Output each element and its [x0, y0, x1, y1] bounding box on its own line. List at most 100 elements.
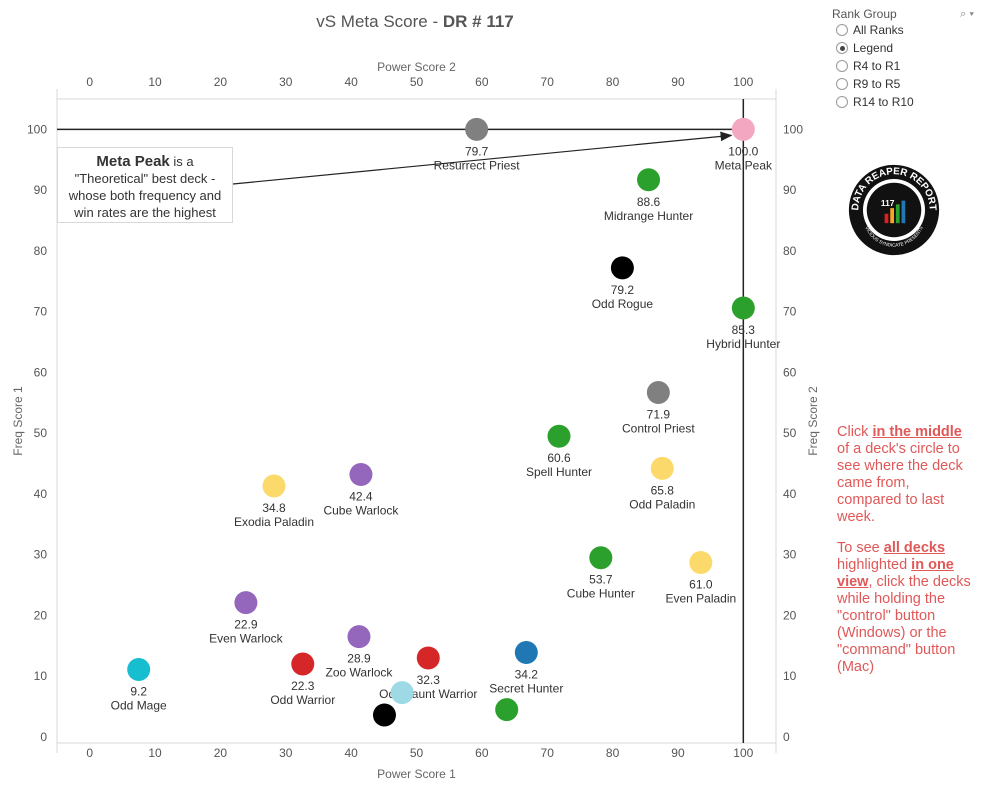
rank-option-4[interactable]: R14 to R10 [836, 93, 981, 111]
x2-tick-label: 100 [733, 75, 753, 89]
help-p2-d: in one view [837, 557, 954, 590]
deck-point[interactable] [731, 117, 755, 141]
deck-score-label: 34.8 [262, 501, 286, 515]
x2-tick-label: 20 [214, 75, 228, 89]
deck-name-label: Control Priest [622, 421, 695, 435]
y2-tick-label: 60 [783, 365, 797, 379]
y2-tick-label: 30 [783, 548, 797, 562]
y-tick-label: 10 [34, 669, 48, 683]
y-axis-title: Freq Score 1 [11, 386, 25, 456]
y-tick-label: 30 [34, 548, 48, 562]
rank-option-2[interactable]: R4 to R1 [836, 57, 981, 75]
deck-point[interactable] [637, 168, 661, 192]
annotation-text3: whose both frequency and [68, 188, 222, 203]
deck-score-label: 60.6 [547, 451, 571, 465]
rank-group-label: Rank Group [832, 7, 897, 21]
deck-score-label: 71.9 [647, 407, 671, 421]
deck-point[interactable] [495, 698, 519, 722]
rank-option-label: R9 to R5 [853, 77, 901, 91]
deck-point[interactable] [646, 380, 670, 404]
deck-score-label: 65.8 [651, 483, 675, 497]
y2-tick-label: 100 [783, 122, 803, 136]
rank-option-label: R4 to R1 [853, 59, 901, 73]
deck-name-label: Secret Hunter [489, 681, 563, 695]
rank-option-1[interactable]: Legend [836, 39, 981, 57]
help-p2-e: , click the decks while holding the "con… [837, 574, 971, 675]
x-tick-label: 30 [279, 746, 293, 760]
deck-point[interactable] [291, 652, 315, 676]
deck-point[interactable] [465, 117, 489, 141]
deck-point[interactable] [650, 456, 674, 480]
x-tick-label: 60 [475, 746, 489, 760]
deck-point[interactable] [127, 657, 151, 681]
x-tick-label: 10 [148, 746, 162, 760]
x-axis-title: Power Score 1 [377, 767, 456, 781]
deck-name-label: Odd Paladin [629, 497, 695, 511]
deck-name-label: Even Paladin [665, 592, 736, 606]
help-p1-b: in the middle [872, 424, 962, 440]
deck-name-label: Cube Warlock [323, 503, 399, 517]
deck-score-label: 34.2 [515, 667, 539, 681]
deck-point[interactable] [234, 591, 258, 615]
x-tick-label: 80 [606, 746, 620, 760]
radio-icon[interactable] [836, 78, 848, 90]
deck-point[interactable] [610, 256, 634, 280]
deck-point[interactable] [390, 681, 414, 705]
help-text: Click in the middle of a deck's circle t… [837, 424, 977, 690]
annotation-text4: win rates are the highest [74, 205, 216, 220]
y-tick-label: 50 [34, 426, 48, 440]
x2-tick-label: 90 [671, 75, 685, 89]
deck-point[interactable] [689, 551, 713, 575]
radio-icon[interactable] [836, 60, 848, 72]
meta-peak-annotation: Meta Peak is a "Theoretical" best deck -… [57, 147, 233, 223]
deck-score-label: 53.7 [589, 573, 613, 587]
deck-name-label: Even Warlock [209, 632, 284, 646]
deck-point[interactable] [589, 546, 613, 570]
x2-axis-title: Power Score 2 [377, 60, 456, 74]
radio-icon[interactable] [836, 24, 848, 36]
rank-option-label: Legend [853, 41, 894, 55]
y-tick-label: 70 [34, 305, 48, 319]
x-tick-label: 0 [86, 746, 93, 760]
deck-point[interactable] [347, 625, 371, 649]
help-p1-a: Click [837, 424, 873, 440]
rank-option-0[interactable]: All Ranks [836, 21, 981, 39]
y2-tick-label: 0 [783, 730, 790, 744]
deck-point[interactable] [547, 424, 571, 448]
rank-option-3[interactable]: R9 to R5 [836, 75, 981, 93]
chart-title-sub: DR # 117 [442, 12, 514, 31]
deck-name-label: Odd Rogue [592, 297, 654, 311]
deck-name-label: Zoo Warlock [326, 666, 394, 680]
deck-name-label: Midrange Hunter [604, 209, 693, 223]
deck-name-label: Resurrect Priest [434, 158, 521, 172]
help-p2-b: all decks [883, 540, 946, 556]
rank-option-label: R14 to R10 [853, 95, 914, 109]
deck-point[interactable] [514, 640, 538, 664]
search-dropdown-icon[interactable]: ⌕ ▾ [960, 7, 974, 20]
y2-tick-label: 40 [783, 487, 797, 501]
x2-tick-label: 70 [541, 75, 555, 89]
help-p2-c: highlighted [837, 557, 912, 573]
y2-tick-label: 10 [783, 669, 797, 683]
x-tick-label: 70 [541, 746, 555, 760]
y2-tick-label: 20 [783, 608, 797, 622]
deck-point[interactable] [416, 646, 440, 670]
deck-name-label: Exodia Paladin [234, 515, 314, 529]
y2-tick-label: 50 [783, 426, 797, 440]
radio-icon[interactable] [836, 42, 848, 54]
deck-point[interactable] [262, 474, 286, 498]
y2-tick-label: 90 [783, 183, 797, 197]
annotation-text2: "Theoretical" best deck - [74, 171, 216, 186]
deck-name-label: Spell Hunter [526, 465, 592, 479]
deck-score-label: 9.2 [130, 684, 147, 698]
deck-point[interactable] [372, 703, 396, 727]
deck-score-label: 79.7 [465, 144, 489, 158]
deck-score-label: 42.4 [349, 489, 373, 503]
deck-score-label: 22.3 [291, 679, 315, 693]
x-tick-label: 50 [410, 746, 424, 760]
deck-point[interactable] [731, 296, 755, 320]
deck-score-label: 61.0 [689, 578, 713, 592]
y2-axis-title: Freq Score 2 [806, 386, 820, 456]
deck-point[interactable] [349, 462, 373, 486]
radio-icon[interactable] [836, 96, 848, 108]
